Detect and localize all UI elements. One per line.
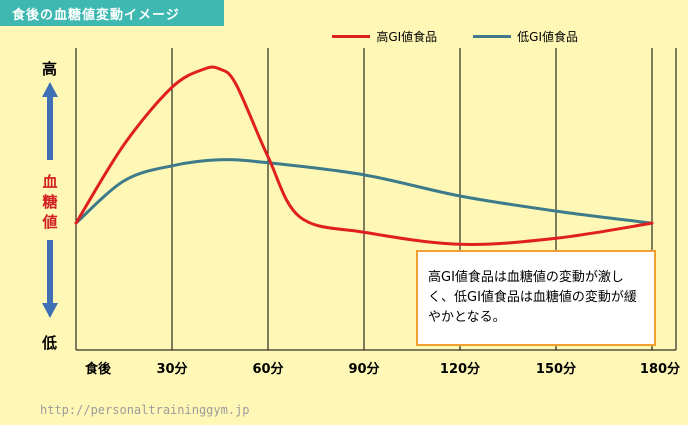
annotation-text: 高GI値食品は血糖値の変動が激しく、低GI値食品は血糖値の変動が緩やかとなる。: [428, 270, 637, 325]
series-line-low-gi: [74, 158, 654, 225]
website-url: http://personaltraininggym.jp: [40, 403, 250, 417]
legend-swatch-high-gi: [332, 35, 371, 38]
y-label-high: 高: [42, 60, 58, 78]
x-tick-label: 90分: [348, 362, 380, 377]
arrow-up-shaft: [47, 96, 53, 160]
x-tick-label: 180分: [639, 362, 681, 377]
arrow-down-shaft: [47, 240, 53, 304]
legend-swatch-low-gi: [473, 35, 512, 38]
axis-layer: [75, 48, 676, 351]
legend-label-high-gi: 高GI値食品: [376, 30, 438, 44]
series-line-high-gi: [74, 65, 654, 246]
x-tick-label: 60分: [252, 362, 284, 377]
y-arrows: [42, 82, 58, 318]
y-label-low: 低: [42, 334, 58, 352]
legend: 高GI値食品 低GI値食品: [332, 28, 578, 45]
x-tick-label: 30分: [156, 362, 188, 377]
x-tick-label: 120分: [439, 362, 481, 377]
annotation-box: 高GI値食品は血糖値の変動が激しく、低GI値食品は血糖値の変動が緩やかとなる。: [416, 250, 656, 346]
x-tick-label: 食後: [84, 362, 112, 377]
chart-title: 食後の血糖値変動イメージ: [12, 8, 180, 23]
x-tick-label: 150分: [535, 362, 577, 377]
legend-label-low-gi: 低GI値食品: [517, 30, 578, 44]
arrow-down-head: [42, 303, 58, 318]
title-tab: 食後の血糖値変動イメージ: [0, 0, 224, 26]
legend-item-high-gi: 高GI値食品: [332, 28, 437, 45]
arrow-up-head: [42, 82, 58, 97]
legend-item-low-gi: 低GI値食品: [473, 28, 578, 45]
y-label-blood-sugar: 血糖値: [42, 173, 58, 231]
series-layer: [74, 65, 654, 246]
